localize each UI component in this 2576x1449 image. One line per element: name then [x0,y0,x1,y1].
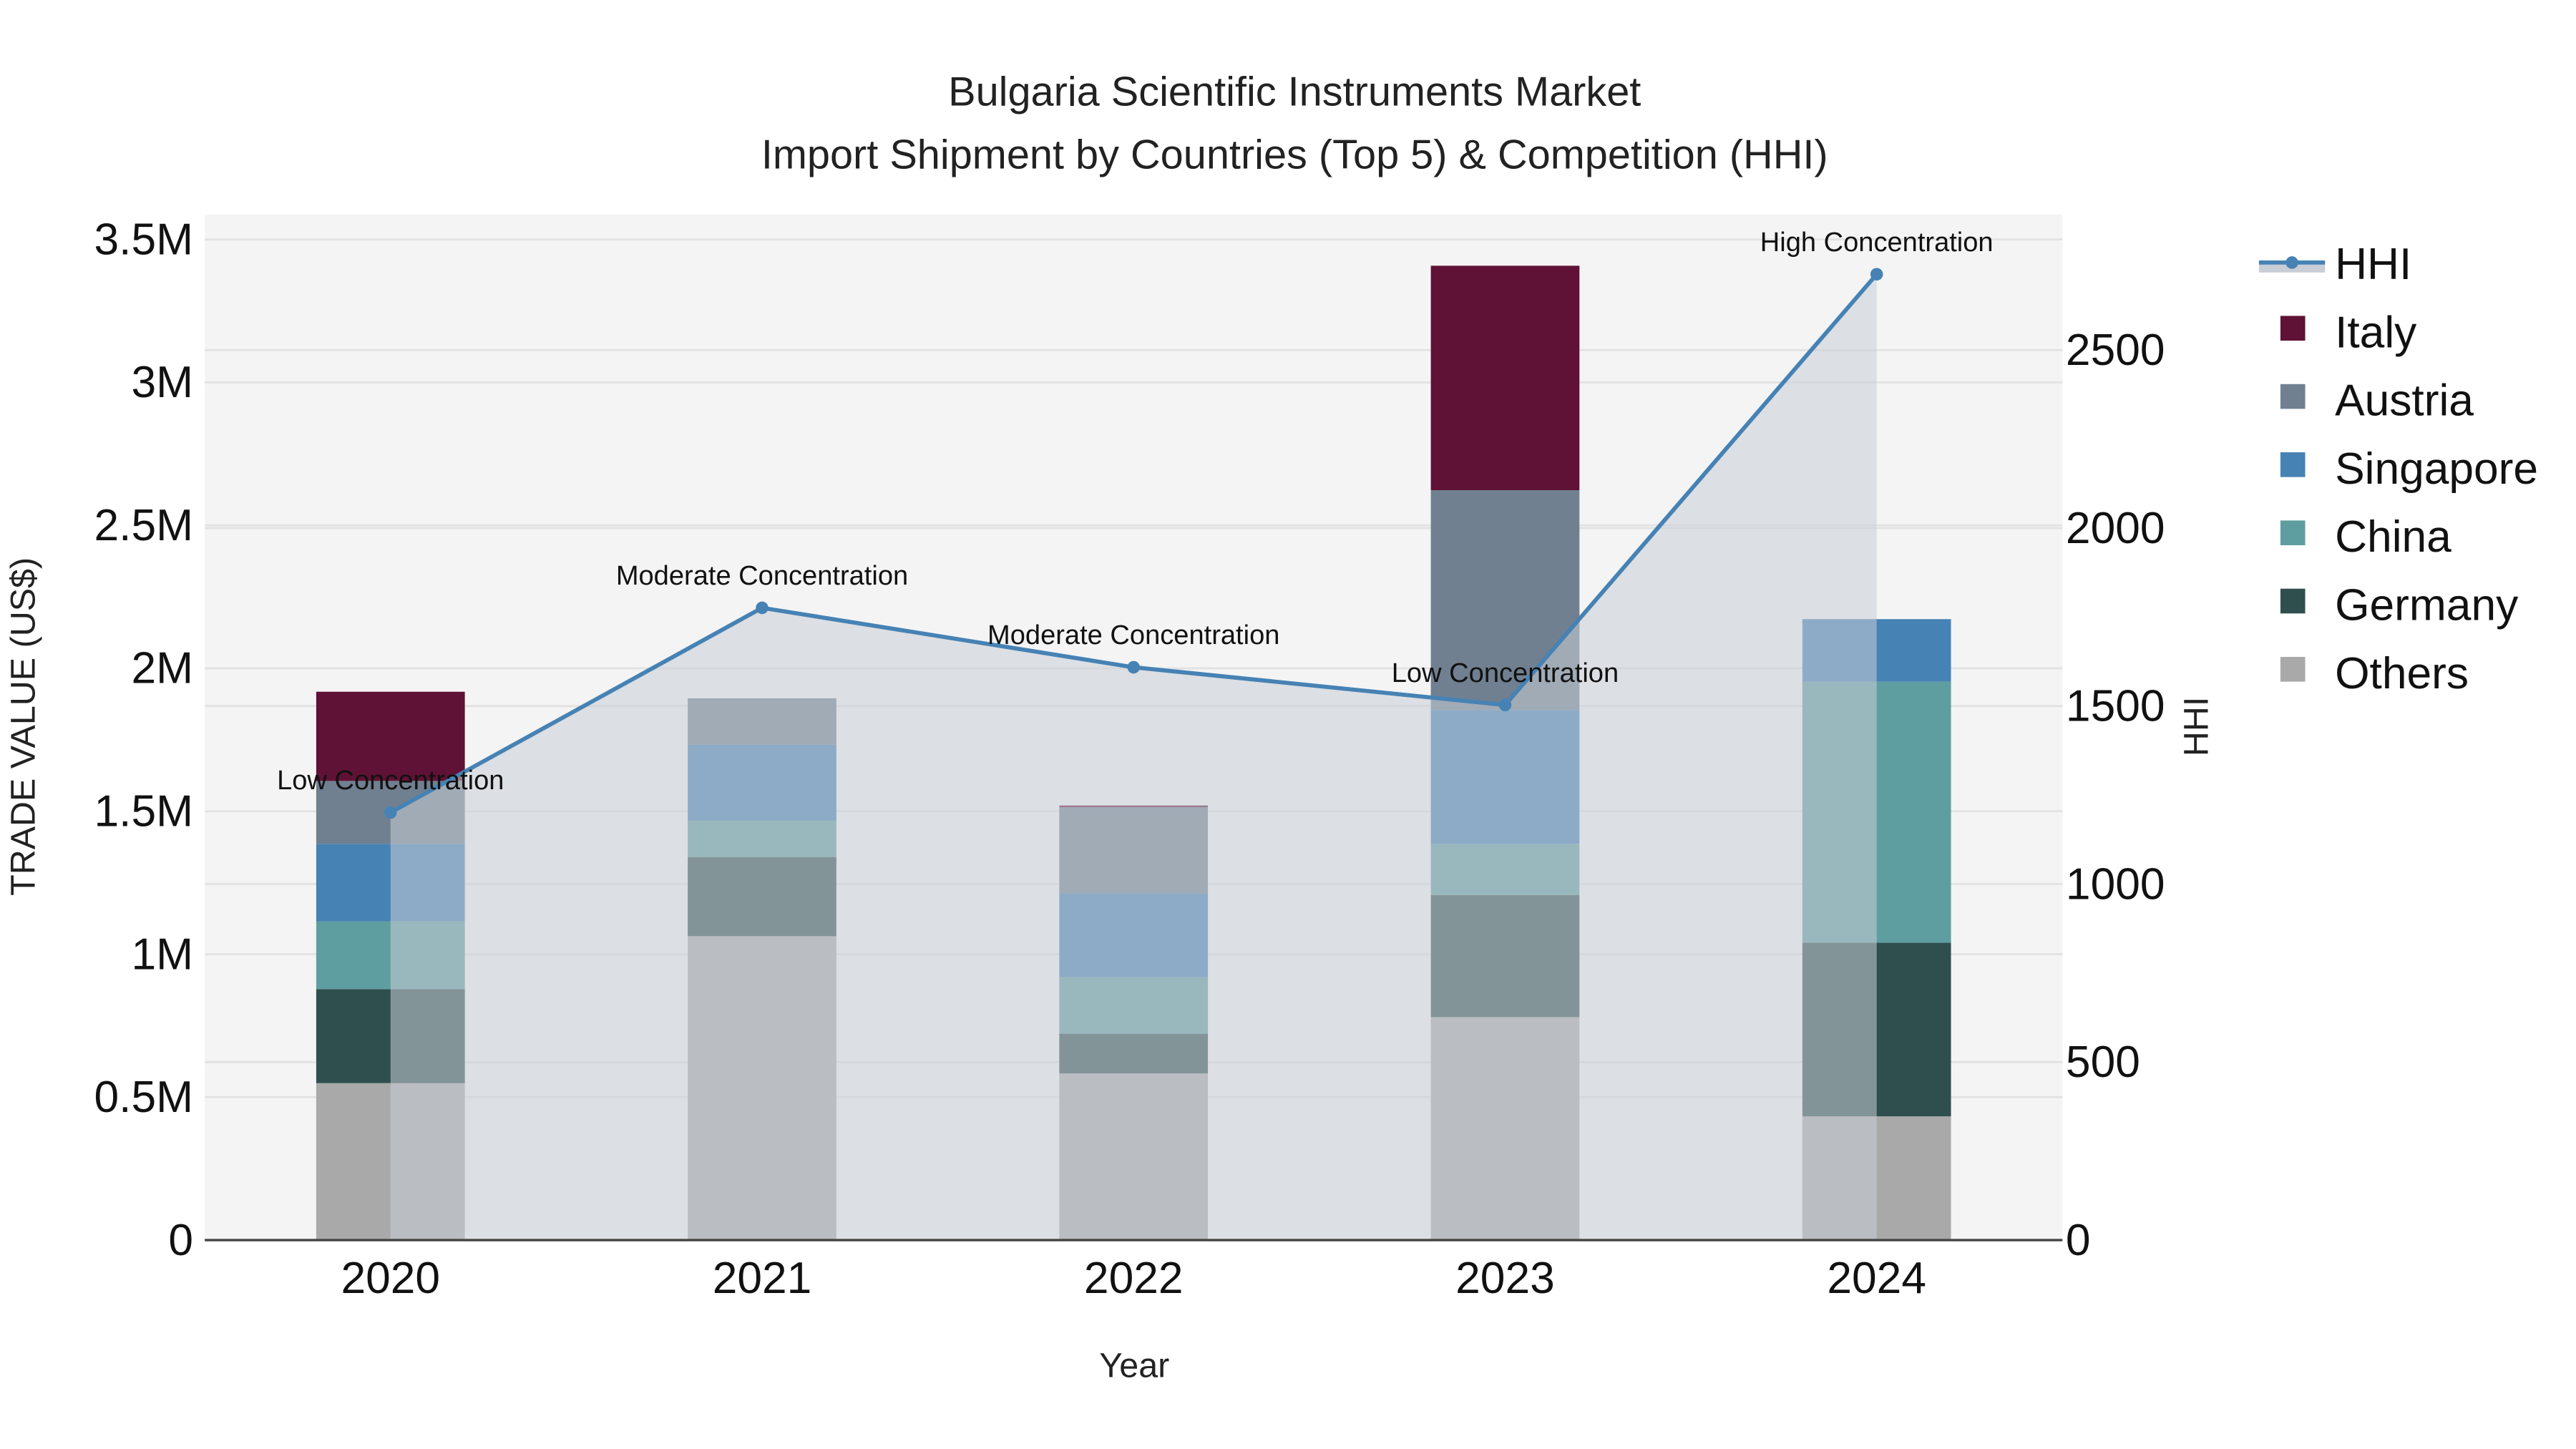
legend-item-italy[interactable]: Italy [2280,308,2417,357]
hhi-annotation: Moderate Concentration [987,620,1279,650]
hhi-line [384,268,1883,819]
legend-swatch-icon [2280,520,2306,545]
y-axis-title: TRADE VALUE (US$) [4,557,42,896]
y2-tick-label: 1000 [2066,859,2165,909]
y2-tick-label: 500 [2066,1038,2140,1087]
bar-segment-italy[interactable]: Italy 2023: 785000 [1430,265,1580,491]
hhi-point[interactable] [1870,268,1883,281]
bar-segment-italy[interactable]: Italy 2020: 312000 [316,691,465,781]
y-tick-label: 3.5M [94,215,194,264]
y2-tick-label: 1500 [2066,682,2165,731]
hhi-annotation: Moderate Concentration [616,561,908,591]
x-tick-label: 2024 [1827,1254,1926,1303]
y-axis-ticks: 0 0.5M 1M 1.5M 2M 2.5M 3M 3.5M [94,215,194,1264]
legend-label: Singapore [2335,444,2538,494]
hhi-point[interactable] [1498,698,1512,712]
x-axis-title: Year [1099,1347,1169,1385]
legend-label: Italy [2335,308,2417,357]
hhi-annotation: Low Concentration [1392,658,1619,688]
y-tick-label: 2M [131,644,193,693]
hhi-fill [390,274,1877,1241]
y-tick-label: 1.5M [94,787,194,836]
legend-item-germany[interactable]: Germany [2280,581,2519,630]
y-tick-label: 1M [131,930,193,979]
legend-item-singapore[interactable]: Singapore [2280,444,2538,494]
y2-tick-label: 2500 [2066,326,2165,375]
x-tick-label: 2023 [1455,1254,1555,1303]
x-axis-ticks: 2020 2021 2022 2023 2024 [341,1254,1926,1303]
legend-label: Others [2335,649,2469,698]
hhi-point[interactable] [756,601,769,615]
legend-swatch-icon [2280,657,2306,682]
chart-subtitle: Import Shipment by Countries (Top 5) & C… [761,132,1828,177]
legend-label: Germany [2335,581,2519,630]
hhi-point[interactable] [1127,660,1140,674]
hhi-point[interactable] [384,806,397,819]
chart-title: Bulgaria Scientific Instruments Market [948,69,1641,115]
annotations: Low Concentration Moderate Concentration M… [277,228,1994,796]
legend-swatch-icon [2280,384,2306,409]
legend-marker-icon [2285,256,2298,269]
x-tick-label: 2020 [341,1254,440,1303]
legend-swatch-icon [2280,588,2306,614]
legend-item-hhi[interactable]: HHI [2258,240,2411,289]
legend-label: HHI [2335,240,2411,289]
hhi-annotation: Low Concentration [277,766,504,796]
y2-axis-title: HHI [2177,697,2215,756]
y-tick-label: 0.5M [94,1073,194,1122]
y-tick-label: 3M [131,358,193,407]
legend-label: Austria [2335,376,2474,426]
x-tick-label: 2021 [713,1254,812,1303]
y2-tick-label: 0 [2066,1216,2091,1265]
hhi-area [390,274,1877,1241]
y-tick-label: 2.5M [94,501,194,550]
legend-item-china[interactable]: China [2280,512,2451,562]
legend-item-austria[interactable]: Austria [2280,376,2474,426]
x-tick-label: 2022 [1084,1254,1184,1303]
hhi-annotation: High Concentration [1760,228,1994,258]
y2-axis-ticks: 0 500 1000 1500 2000 2500 [2066,326,2165,1265]
legend-swatch-icon [2280,316,2306,341]
legend-item-others[interactable]: Others [2280,649,2469,698]
y2-tick-label: 2000 [2066,504,2165,553]
legend: HHI Italy Austria Singapore China Germany Othe… [2258,240,2538,698]
legend-label: China [2335,512,2451,562]
y-tick-label: 0 [168,1216,193,1265]
legend-swatch-icon [2280,452,2306,477]
